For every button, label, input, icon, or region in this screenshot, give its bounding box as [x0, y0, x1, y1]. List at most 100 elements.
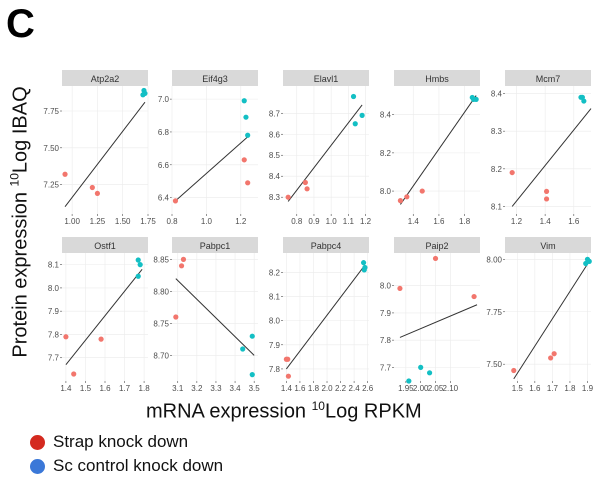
y-tick-label: 8.80: [153, 287, 169, 296]
x-tick-label: 1.8: [308, 384, 320, 393]
y-tick-label: 7.7: [48, 354, 60, 363]
facet-pabpc4: Pabpc4 7.8 7.9 8.0 8.1 8.2 1.4 1.6 1.8 2.0 2.2 2.4 2…: [269, 237, 374, 393]
y-tick-label: 8.2: [491, 165, 503, 174]
x-tick-label: 1.6: [99, 384, 111, 393]
x-tick-label: 0.8: [291, 217, 303, 226]
point-control: [135, 273, 141, 279]
point-strap: [71, 371, 77, 377]
point-strap: [419, 188, 425, 194]
facet-strip: [283, 237, 369, 253]
legend-label-strap: Strap knock down: [53, 432, 189, 451]
regression-line: [64, 101, 146, 207]
y-tick-label: 8.0: [48, 284, 60, 293]
x-tick-label: 1.00: [64, 217, 80, 226]
facet-elavl1: Elavl1 8.3 8.4 8.5 8.6 8.7 0.8 0.9 1.0 1.1 1.2: [269, 70, 372, 226]
legend-item-strap: Strap knock down: [30, 430, 223, 454]
facet-hmbs: Hmbs 8.0 8.2 8.4 1.4 1.6 1.8: [380, 70, 480, 226]
point-strap: [62, 171, 68, 177]
facet-strip: [172, 237, 258, 253]
x-axis-title-post: Log RPKM: [324, 400, 422, 423]
point-strap: [285, 373, 292, 379]
y-tick-label: 8.0: [269, 317, 281, 326]
facet-title: Pabpc1: [200, 241, 231, 251]
facet-strip: [505, 70, 591, 86]
y-tick-label: 7.75: [486, 308, 502, 317]
point-control: [362, 264, 368, 271]
point-control: [473, 96, 479, 102]
plot-panel: [172, 86, 258, 214]
facet-title: Pabpc4: [311, 241, 342, 251]
point-control: [240, 346, 246, 352]
regression-line: [399, 304, 478, 338]
regression-line: [65, 268, 143, 366]
point-control: [243, 114, 249, 120]
point-strap: [302, 179, 308, 186]
y-tick-label: 8.3: [491, 127, 503, 136]
point-control: [142, 90, 148, 96]
x-tick-label: 3.5: [249, 384, 261, 393]
point-strap: [548, 355, 554, 361]
point-strap: [543, 188, 550, 195]
x-tick-label: 3.1: [172, 384, 184, 393]
x-tick-label: 1.7: [547, 384, 559, 393]
x-tick-label: 1.2: [235, 217, 247, 226]
facet-ostf1: Ostf1 7.7 7.8 7.9 8.0 8.1 1.4 1.5 1.6 1.7 1.8: [48, 237, 150, 393]
x-tick-label: 0.9: [308, 217, 320, 226]
x-tick-label: 1.4: [540, 217, 552, 226]
facet-strip: [62, 70, 148, 86]
y-tick-label: 8.4: [491, 90, 503, 99]
point-control: [352, 121, 358, 127]
point-strap: [172, 198, 179, 204]
point-control: [579, 94, 586, 100]
x-tick-label: 0.8: [166, 217, 178, 226]
y-tick-label: 8.0: [380, 187, 392, 196]
x-axis-title: mRNA expression 10Log RPKM: [0, 399, 594, 424]
point-strap: [245, 180, 251, 186]
point-strap: [397, 198, 404, 204]
facet-pabpc1: Pabpc1 8.70 8.75 8.80 8.85 3.1 3.2 3.3 3.4 3.5: [153, 237, 260, 393]
y-tick-label: 6.6: [158, 161, 170, 170]
y-tick-label: 6.8: [158, 128, 170, 137]
point-strap: [509, 169, 515, 176]
facet-strip: [62, 237, 148, 253]
plot-panel: [283, 86, 369, 214]
point-control: [406, 378, 412, 384]
facet-eif4g3: Eif4g3 6.4 6.6 6.8 7.0 0.8 1.0 1.2: [158, 70, 258, 226]
x-tick-label: 3.2: [191, 384, 203, 393]
point-strap: [180, 256, 187, 262]
y-tick-label: 8.3: [269, 193, 281, 202]
point-control: [135, 257, 141, 263]
x-tick-label: 1.4: [60, 384, 72, 393]
facet-title: Eif4g3: [202, 74, 228, 84]
plot-panel: [62, 86, 148, 214]
regression-line: [513, 261, 590, 380]
legend-dot-control: [30, 458, 45, 474]
legend-label-control: Sc control knock down: [53, 456, 224, 475]
facet-paip2: Paip2 7.7 7.8 7.9 8.0 1.95 2.00 2.05 2.10: [380, 237, 480, 393]
point-control: [137, 262, 143, 268]
point-strap: [304, 186, 310, 192]
facet-title: Hmbs: [425, 74, 449, 84]
x-tick-label: 3.3: [210, 384, 222, 393]
y-tick-label: 7.8: [380, 336, 392, 345]
facet-title: Mcm7: [536, 74, 561, 84]
x-tick-label: 2.2: [335, 384, 347, 393]
x-tick-label: 2.05: [428, 384, 444, 393]
legend-dot-strap: [30, 434, 45, 450]
x-tick-label: 1.6: [433, 217, 445, 226]
point-strap: [285, 194, 291, 200]
y-tick-label: 8.85: [153, 255, 169, 264]
plot-panel: [505, 86, 591, 214]
legend: Strap knock down Sc control knock down: [30, 430, 223, 478]
y-tick-label: 7.7: [380, 363, 392, 372]
point-strap: [404, 194, 410, 200]
facet-strip: [394, 70, 480, 86]
y-tick-label: 7.0: [158, 95, 170, 104]
point-strap: [543, 196, 550, 202]
y-tick-label: 7.75: [43, 107, 59, 116]
x-tick-label: 1.6: [529, 384, 541, 393]
facet-title: Vim: [540, 241, 555, 251]
y-tick-label: 8.4: [380, 111, 392, 120]
x-tick-label: 1.75: [140, 217, 156, 226]
